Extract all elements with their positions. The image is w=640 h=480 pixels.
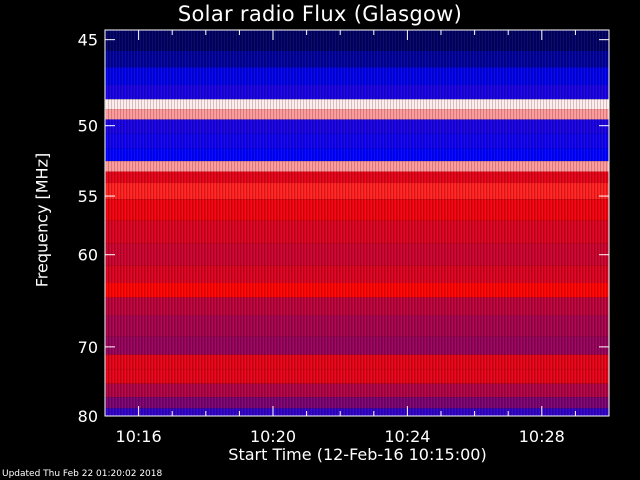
y-tick-label: 55 — [78, 187, 98, 206]
x-tick-label: 10:24 — [384, 427, 430, 446]
y-tick-label: 50 — [78, 117, 98, 136]
x-tick-label: 10:20 — [250, 427, 296, 446]
x-axis-label: Start Time (12-Feb-16 10:15:00) — [228, 445, 487, 464]
x-axis: 10:16 10:20 10:24 10:28 — [104, 30, 610, 446]
chart-title: Solar radio Flux (Glasgow) — [177, 2, 463, 26]
y-tick-label: 80 — [78, 407, 98, 426]
noise-texture — [105, 30, 609, 416]
y-axis-label: Frequency [MHz] — [32, 152, 52, 288]
y-tick-label: 45 — [78, 31, 98, 50]
y-tick-label: 70 — [78, 338, 98, 357]
y-axis: 45 50 55 60 70 80 — [78, 31, 609, 426]
y-tick-label: 60 — [78, 246, 98, 265]
plot-frame — [104, 29, 610, 417]
x-tick-label: 10:16 — [116, 427, 162, 446]
x-tick-label: 10:28 — [519, 427, 565, 446]
updated-timestamp: Updated Thu Feb 22 01:20:02 2018 — [2, 469, 163, 479]
